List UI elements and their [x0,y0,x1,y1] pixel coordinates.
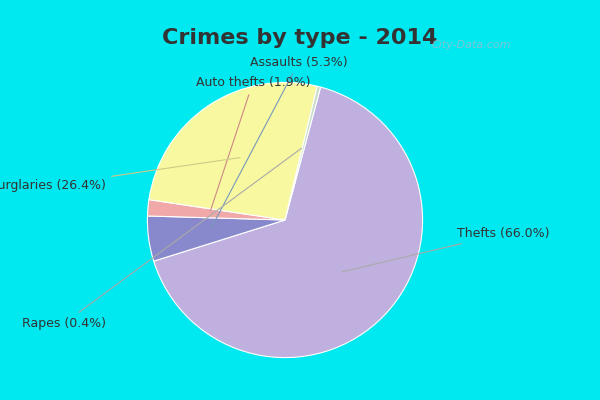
Text: Crimes by type - 2014: Crimes by type - 2014 [163,28,437,48]
Wedge shape [149,82,317,220]
Wedge shape [285,86,320,220]
Wedge shape [148,216,285,261]
Text: Assaults (5.3%): Assaults (5.3%) [211,56,347,228]
Wedge shape [154,87,422,358]
Wedge shape [148,200,285,220]
Text: Thefts (66.0%): Thefts (66.0%) [343,227,550,272]
Text: City-Data.com: City-Data.com [432,40,511,50]
Text: Rapes (0.4%): Rapes (0.4%) [22,148,301,330]
Text: Burglaries (26.4%): Burglaries (26.4%) [0,158,240,192]
Text: Auto thefts (1.9%): Auto thefts (1.9%) [196,76,310,211]
